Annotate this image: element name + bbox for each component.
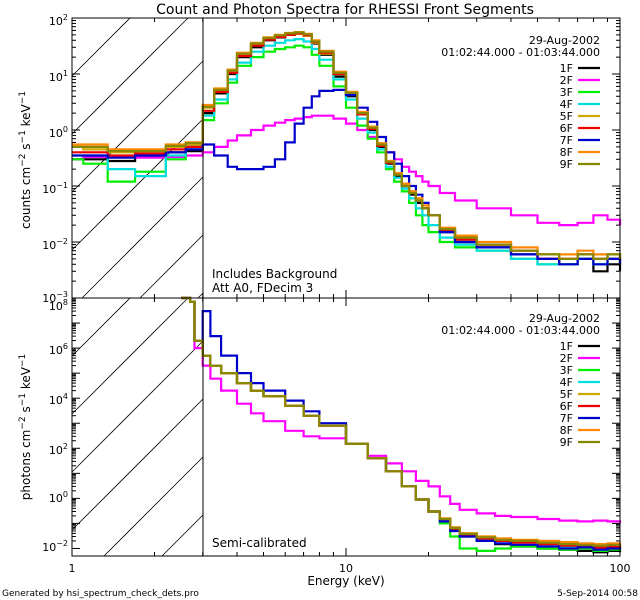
count-annotation-attenuator: Att A0, FDecim 3 — [212, 281, 313, 295]
footer-generator: Generated by hsi_spectrum_check_dets.pro — [2, 589, 199, 599]
photon-y-axis-label: photons cm−2 s−1 keV−1 — [18, 354, 33, 500]
count-legend-label-3F: 3F — [560, 86, 573, 99]
photon-legend-label-8F: 8F — [560, 424, 573, 437]
count-spectrum-panel: counts cm−2 s−1 keV−1 102 101 100 10−1 1… — [18, 13, 622, 305]
count-legend-label-4F: 4F — [560, 98, 573, 111]
photon-time-range: 01:02:44.000 - 01:03:44.000 — [441, 324, 600, 337]
photon-hatch-line — [71, 340, 204, 473]
photon-legend-label-5F: 5F — [560, 388, 573, 401]
count-date: 29-Aug-2002 — [529, 34, 600, 47]
count-legend-label-2F: 2F — [560, 74, 573, 87]
count-hatch-line — [71, 60, 204, 193]
photon-hatch-line — [71, 398, 204, 531]
xtick-10: 10 — [339, 562, 353, 575]
xtick-100: 100 — [610, 562, 631, 575]
x-axis-label: Energy (keV) — [307, 574, 384, 588]
photon-date: 29-Aug-2002 — [529, 312, 600, 325]
photon-annotation-calibration: Semi-calibrated — [212, 536, 307, 550]
count-legend-label-5F: 5F — [560, 110, 573, 123]
count-hatch-line — [197, 292, 204, 299]
photon-series-line-9F — [181, 296, 622, 547]
photon-hatch-line — [71, 297, 131, 357]
photon-legend-label-7F: 7F — [560, 412, 573, 425]
count-legend-label-7F: 7F — [560, 134, 573, 147]
count-legend-label-1F: 1F — [560, 62, 573, 75]
photon-legend-label-6F: 6F — [560, 400, 573, 413]
photon-hatch-line — [103, 456, 204, 557]
footer-timestamp: 5-Sep-2014 00:58 — [557, 589, 638, 599]
count-hatch-line — [139, 234, 204, 299]
count-legend-label-6F: 6F — [560, 122, 573, 135]
count-series-lines — [72, 31, 622, 273]
count-y-axis-label: counts cm−2 s−1 keV−1 — [18, 91, 33, 229]
photon-series-lines — [181, 296, 622, 554]
count-annotation-background: Includes Background — [212, 267, 337, 281]
photon-hatch-line — [161, 514, 204, 557]
photon-plot-frame — [71, 297, 621, 557]
photon-shaded-region — [71, 297, 204, 557]
count-hatch-line — [71, 17, 131, 77]
photon-legend-label-4F: 4F — [560, 376, 573, 389]
photon-hatch-line — [71, 297, 189, 415]
photon-spectrum-panel: photons cm−2 s−1 keV−1 108 106 104 102 1… — [18, 296, 622, 557]
count-legend-label-8F: 8F — [560, 146, 573, 159]
count-legend-label-9F: 9F — [560, 158, 573, 171]
count-time-range: 01:02:44.000 - 01:03:44.000 — [441, 46, 600, 59]
photon-series-line-2F — [181, 296, 622, 524]
count-series-line-9F — [72, 31, 622, 260]
photon-legend-label-2F: 2F — [560, 352, 573, 365]
count-hatch-line — [71, 118, 204, 251]
xtick-1: 1 — [69, 562, 76, 575]
count-hatch-line — [81, 176, 204, 299]
photon-legend-label-9F: 9F — [560, 436, 573, 449]
count-shaded-region — [71, 17, 204, 299]
photon-legend-label-1F: 1F — [560, 340, 573, 353]
photon-axis-ticks — [71, 297, 620, 556]
photon-legend-label-3F: 3F — [560, 364, 573, 377]
chart-title: Count and Photon Spectra for RHESSI Fron… — [156, 2, 534, 18]
count-hatch-line — [71, 17, 189, 135]
